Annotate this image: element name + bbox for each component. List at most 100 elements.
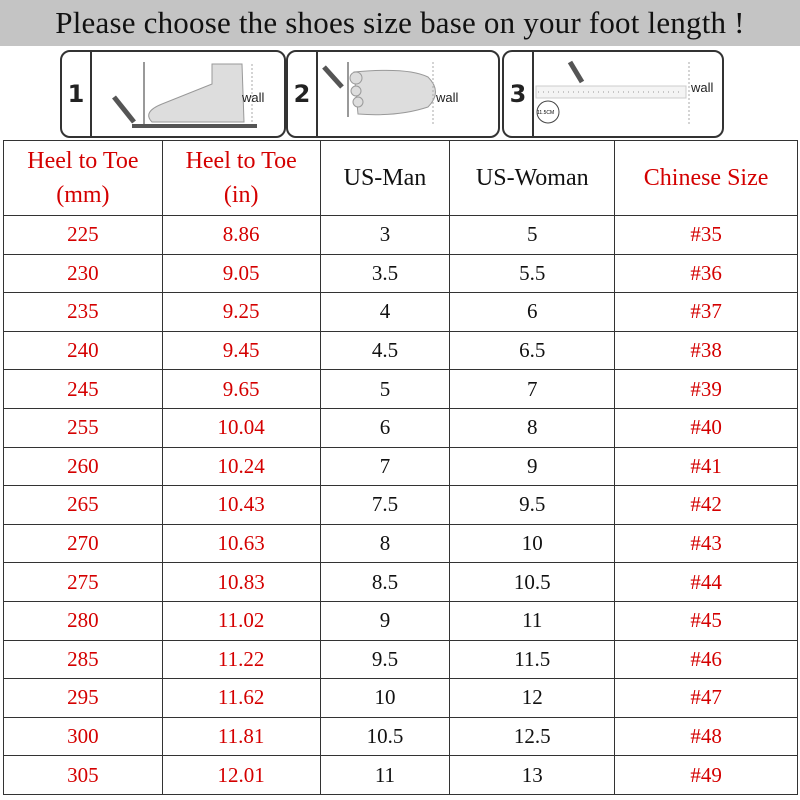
table-cell: 6.5	[449, 330, 616, 371]
table-cell: #41	[614, 446, 798, 487]
table-cell: 9	[319, 600, 451, 641]
table-cell: 11	[449, 600, 616, 641]
header-line: Heel to Toe	[185, 148, 297, 174]
table-cell: #40	[614, 407, 798, 448]
table-cell: 7	[319, 446, 451, 487]
table-cell: 5	[449, 215, 616, 255]
step-number: 3	[504, 52, 534, 136]
table-cell: 11.02	[161, 600, 321, 641]
table-row: 235 9.25 4 6 #37	[3, 292, 798, 332]
table-cell: 11.81	[161, 716, 321, 757]
table-row: 285 11.22 9.5 11.5 #46	[3, 639, 798, 680]
table-cell: 3.5	[319, 253, 451, 294]
header-line: US-Woman	[475, 165, 589, 191]
table-cell: 8	[449, 407, 616, 448]
table-cell: 230	[3, 253, 163, 294]
table-cell: 295	[3, 678, 163, 718]
table-cell: #36	[614, 253, 798, 294]
table-row: 305 12.01 11 13 #49	[3, 755, 798, 795]
column-header: Chinese Size	[614, 140, 798, 216]
table-cell: #48	[614, 716, 798, 757]
table-cell: 8.86	[161, 215, 321, 255]
foot-side-illustration	[112, 62, 257, 128]
table-cell: 8	[319, 523, 451, 564]
table-row: 275 10.83 8.5 10.5 #44	[3, 562, 798, 602]
table-cell: 10	[449, 523, 616, 564]
table-cell: 12.5	[449, 716, 616, 757]
header-row: Heel to Toe (mm) Heel to Toe (in) US-Man US-W…	[3, 140, 798, 216]
table-cell: 285	[3, 639, 163, 680]
table-row: 225 8.86 3 5 #35	[3, 215, 798, 255]
step-1: 1 wall	[60, 50, 286, 138]
table-row: 260 10.24 7 9 #41	[3, 446, 798, 487]
table-cell: 9	[449, 446, 616, 487]
table-cell: 275	[3, 562, 163, 602]
table-cell: #39	[614, 369, 798, 409]
table-cell: 10.63	[161, 523, 321, 564]
table-cell: 9.25	[161, 292, 321, 332]
table-cell: 10.5	[449, 562, 616, 602]
table-cell: 12	[449, 678, 616, 718]
step-3: 3 11.5CM wall	[502, 50, 724, 138]
column-header: US-Woman	[449, 140, 616, 216]
table-row: 280 11.02 9 11 #45	[3, 600, 798, 641]
table-cell: #43	[614, 523, 798, 564]
table-cell: 9.5	[449, 485, 616, 525]
table-cell: 4	[319, 292, 451, 332]
step-2: 2 wall	[286, 50, 500, 138]
wall-label: wall	[691, 80, 714, 95]
table-cell: #38	[614, 330, 798, 371]
table-cell: 7.5	[319, 485, 451, 525]
table-row: 265 10.43 7.5 9.5 #42	[3, 485, 798, 525]
table-cell: 240	[3, 330, 163, 371]
table-cell: 265	[3, 485, 163, 525]
table-cell: 245	[3, 369, 163, 409]
table-cell: #42	[614, 485, 798, 525]
size-chart-table: Heel to Toe (mm) Heel to Toe (in) US-Man US-W…	[3, 140, 798, 795]
wall-label: wall	[436, 90, 459, 105]
step-number: 1	[62, 52, 92, 136]
table-cell: 305	[3, 755, 163, 795]
table-cell: #46	[614, 639, 798, 680]
table-row: 245 9.65 5 7 #39	[3, 369, 798, 409]
page-title: Please choose the shoes size base on you…	[0, 0, 800, 46]
header-unit: (mm)	[56, 182, 110, 208]
table-cell: 8.5	[319, 562, 451, 602]
table-row: 270 10.63 8 10 #43	[3, 523, 798, 564]
table-cell: 4.5	[319, 330, 451, 371]
measurement-steps: 1 wall 2 wall 3 11.	[60, 50, 724, 138]
table-cell: 235	[3, 292, 163, 332]
table-cell: 10.83	[161, 562, 321, 602]
table-cell: 5.5	[449, 253, 616, 294]
column-header: Heel to Toe (in)	[161, 140, 321, 216]
table-row: 230 9.05 3.5 5.5 #36	[3, 253, 798, 294]
ruler-label: 11.5CM	[537, 110, 555, 116]
table-cell: #44	[614, 562, 798, 602]
table-cell: 11.5	[449, 639, 616, 680]
table-cell: 10	[319, 678, 451, 718]
table-cell: 7	[449, 369, 616, 409]
table-row: 295 11.62 10 12 #47	[3, 678, 798, 718]
header-line: US-Man	[343, 165, 427, 191]
table-cell: 11.62	[161, 678, 321, 718]
header-line: Chinese Size	[643, 165, 769, 191]
table-cell: 12.01	[161, 755, 321, 795]
table-cell: 10.43	[161, 485, 321, 525]
table-cell: 11.22	[161, 639, 321, 680]
table-cell: 255	[3, 407, 163, 448]
table-cell: 225	[3, 215, 163, 255]
step-number: 2	[288, 52, 318, 136]
table-cell: 3	[319, 215, 451, 255]
foot-top-illustration	[322, 62, 436, 124]
table-cell: 10.24	[161, 446, 321, 487]
table-cell: 280	[3, 600, 163, 641]
table-cell: 300	[3, 716, 163, 757]
table-cell: #45	[614, 600, 798, 641]
table-cell: 9.65	[161, 369, 321, 409]
table-cell: 270	[3, 523, 163, 564]
table-row: 255 10.04 6 8 #40	[3, 407, 798, 448]
table-cell: 260	[3, 446, 163, 487]
table-cell: #35	[614, 215, 798, 255]
table-cell: 6	[449, 292, 616, 332]
table-cell: #37	[614, 292, 798, 332]
